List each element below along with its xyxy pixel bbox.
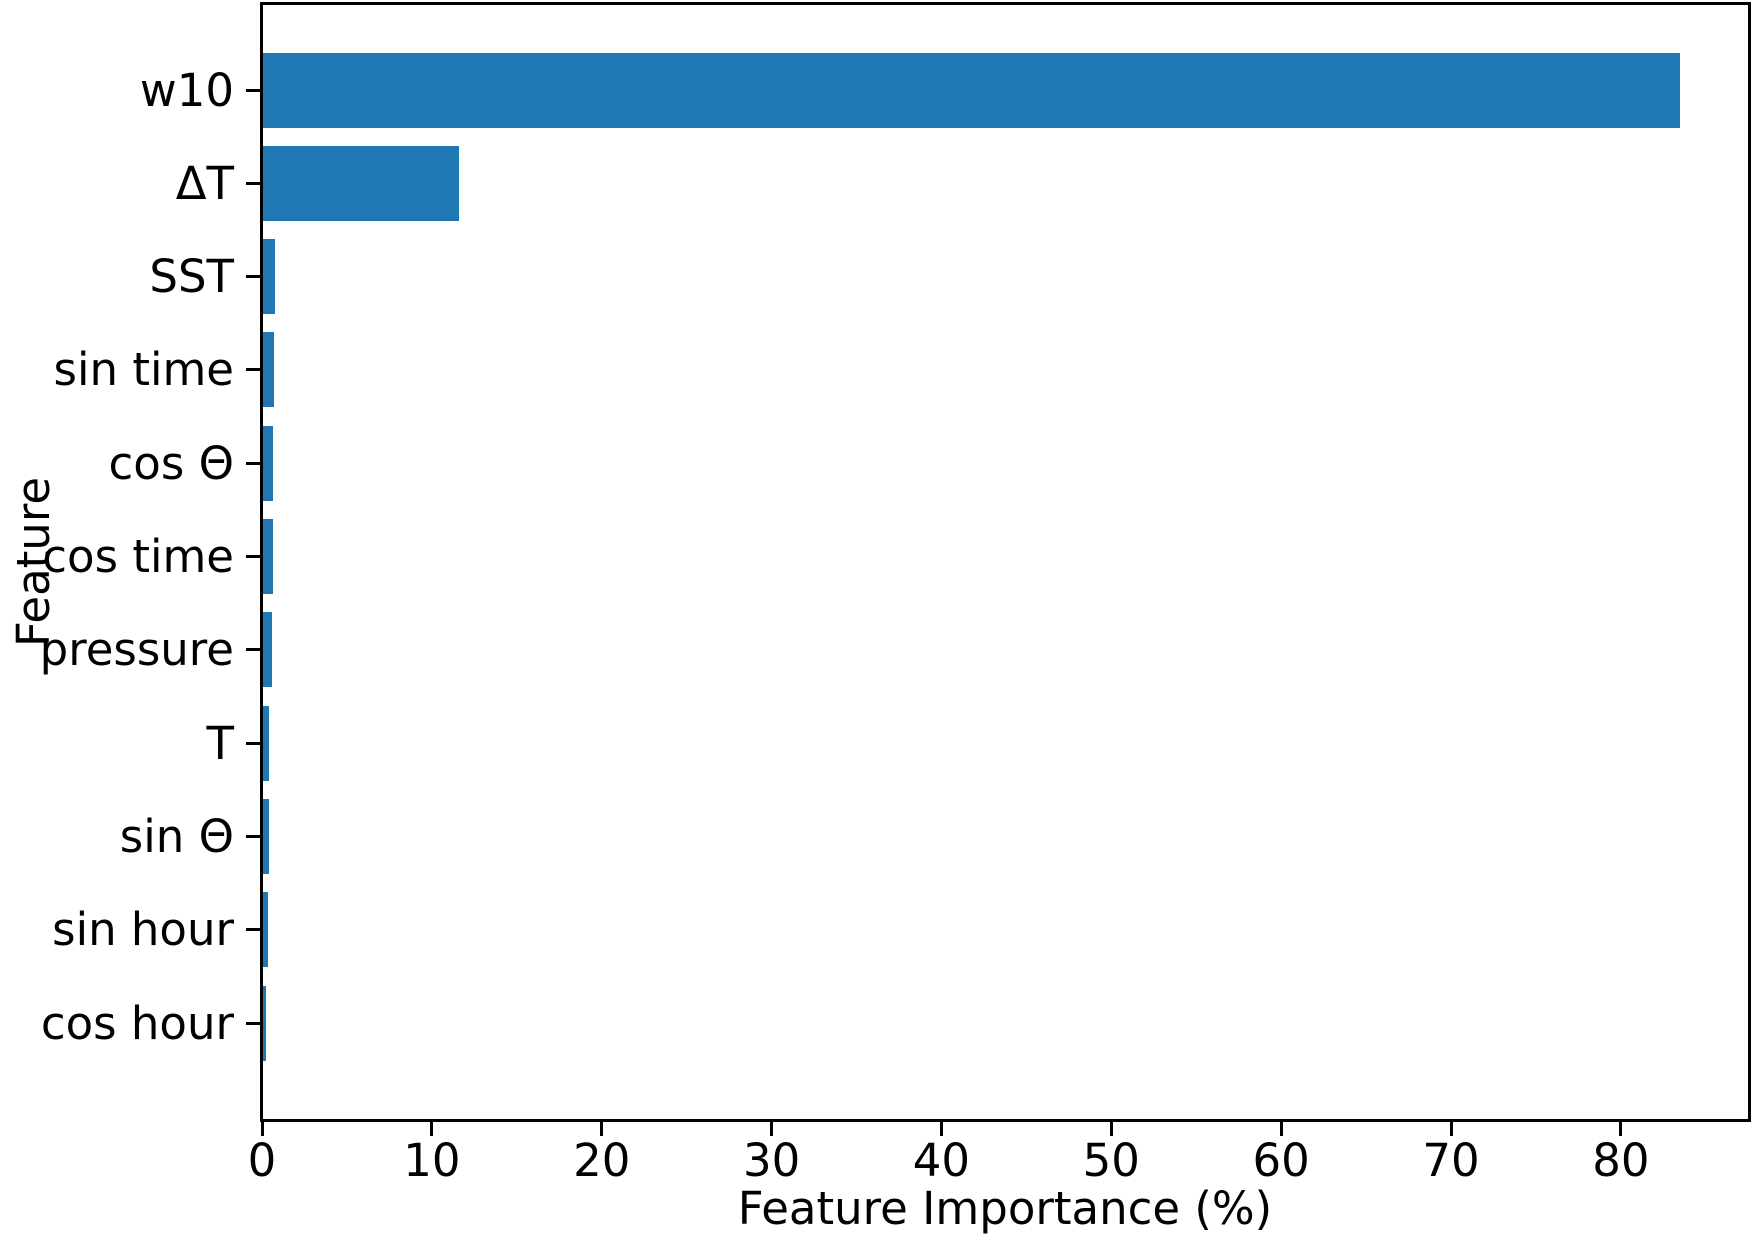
bar-δt	[263, 145, 460, 221]
x-axis-label: Feature Importance (%)	[737, 1182, 1273, 1235]
y-tick-label: SST	[149, 250, 234, 304]
plot-area	[260, 2, 1751, 1122]
x-tick-mark	[770, 1122, 774, 1136]
y-tick-mark	[246, 88, 263, 92]
x-tick-label: 30	[742, 1134, 801, 1187]
y-tick-label: sin hour	[52, 903, 234, 957]
bar-w10	[263, 52, 1681, 128]
bar-sin-hour	[263, 892, 269, 968]
bar-sst	[263, 239, 276, 315]
bar-pressure	[263, 612, 273, 688]
x-tick-mark	[600, 1122, 604, 1136]
x-tick-label: 40	[912, 1134, 971, 1187]
y-tick-label: ΔT	[175, 156, 234, 210]
bar-sin-θ	[263, 798, 269, 874]
bar-sin-time	[263, 332, 274, 408]
y-tick-label: T	[206, 716, 235, 770]
bar-cos-time	[263, 519, 273, 594]
x-tick-label: 20	[573, 1134, 631, 1187]
y-tick-mark	[246, 834, 263, 838]
x-tick-mark	[1279, 1122, 1283, 1136]
y-tick-label: cos time	[42, 530, 234, 583]
bar-t	[263, 705, 270, 781]
x-tick-mark	[1619, 1122, 1623, 1136]
x-tick-label: 60	[1252, 1134, 1310, 1187]
y-tick-mark	[246, 1021, 263, 1025]
y-tick-mark	[246, 368, 263, 372]
y-tick-mark	[246, 648, 263, 652]
x-tick-label: 80	[1592, 1134, 1650, 1187]
x-tick-label: 10	[403, 1134, 461, 1187]
y-tick-mark	[246, 555, 263, 558]
y-tick-label: w10	[139, 63, 234, 117]
y-axis-label: Feature	[7, 476, 60, 648]
y-tick-label: sin time	[53, 343, 234, 397]
y-tick-label: pressure	[39, 623, 234, 677]
y-tick-mark	[246, 461, 263, 465]
bar-cos-hour	[263, 985, 267, 1061]
y-tick-mark	[246, 928, 263, 932]
bar-cos-θ	[263, 425, 274, 501]
y-tick-mark	[246, 741, 263, 745]
y-tick-mark	[246, 181, 263, 185]
y-tick-label: cos Θ	[108, 436, 234, 490]
x-tick-mark	[260, 1122, 264, 1136]
x-tick-mark	[939, 1122, 943, 1136]
x-tick-label: 50	[1082, 1134, 1140, 1187]
y-tick-label: cos hour	[40, 996, 234, 1050]
y-tick-mark	[246, 275, 263, 279]
x-tick-mark	[1449, 1122, 1453, 1136]
y-tick-label: sin Θ	[119, 809, 234, 863]
x-tick-mark	[430, 1122, 434, 1136]
x-tick-label: 0	[247, 1134, 277, 1187]
x-tick-label: 70	[1422, 1134, 1480, 1187]
x-tick-mark	[1109, 1122, 1113, 1136]
